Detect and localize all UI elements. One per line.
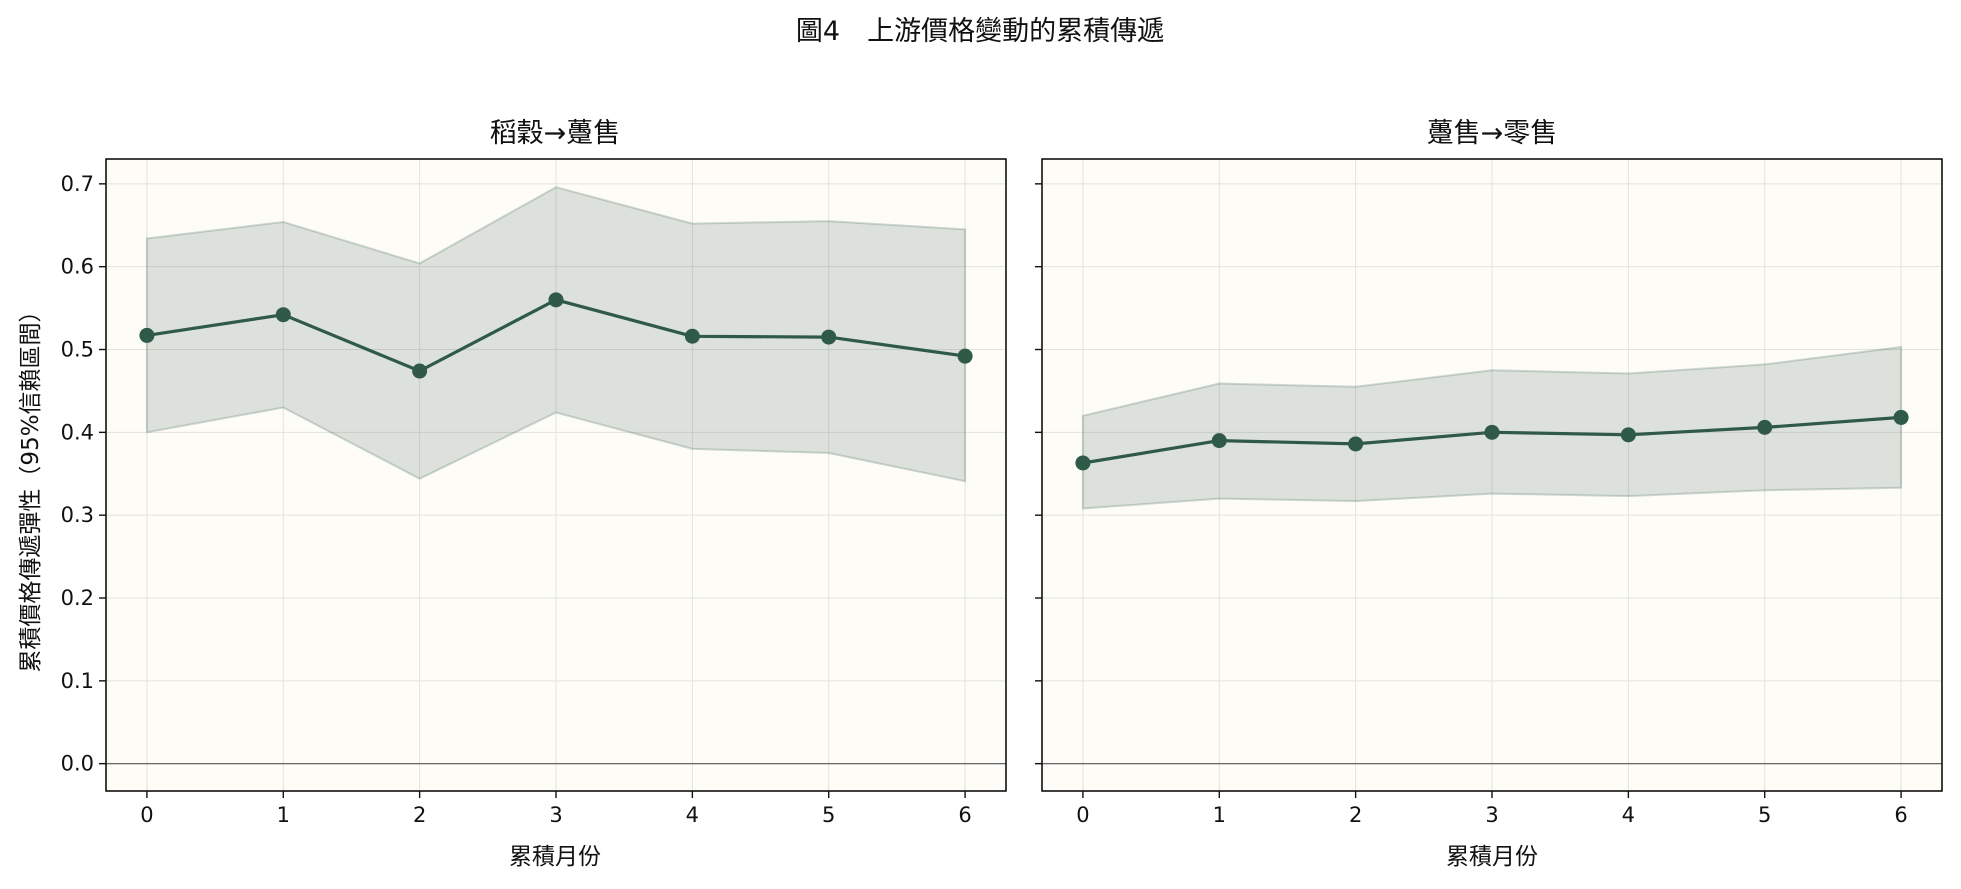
data-point (139, 327, 155, 343)
x-tick-label: 5 (1758, 803, 1771, 827)
panel-left: 稻穀→躉售 累積月份 累積價格傳遞彈性（95%信賴區間） 0 1 2 3 4 5 6 0.0 0… (18, 118, 1007, 870)
x-tick-label: 5 (822, 803, 835, 827)
data-point (821, 329, 837, 345)
x-tick-label: 6 (958, 803, 971, 827)
data-point (1075, 455, 1091, 471)
x-tick-label: 0 (1076, 803, 1089, 827)
data-point (1620, 427, 1636, 443)
y-tick-label: 0.4 (61, 420, 94, 444)
data-point (412, 363, 428, 379)
x-axis-label-left: 累積月份 (509, 844, 601, 870)
x-tick-label: 3 (1485, 803, 1498, 827)
data-point (1348, 436, 1364, 452)
data-point (548, 292, 564, 308)
x-tick-label: 3 (549, 803, 562, 827)
y-axis-label: 累積價格傳遞彈性（95%信賴區間） (18, 299, 44, 672)
data-point (1211, 433, 1227, 449)
grid (106, 159, 1006, 791)
x-tick-label: 0 (140, 803, 153, 827)
y-tick-label: 0.6 (61, 255, 94, 279)
x-axis-label-right: 累積月份 (1446, 844, 1538, 870)
x-tick-label: 4 (1622, 803, 1635, 827)
data-point (1484, 424, 1500, 440)
figure-title: 圖4 上游價格變動的累積傳遞 (796, 16, 1164, 47)
x-tick-label: 2 (413, 803, 426, 827)
confidence-band (145, 186, 967, 483)
panel-right: 躉售→零售 累積月份 0 1 2 3 4 5 6 (1035, 118, 1943, 870)
x-tick-label: 1 (277, 803, 290, 827)
y-tick-label: 0.0 (61, 752, 94, 776)
data-point (957, 348, 973, 364)
panel-title-left: 稻穀→躉售 (490, 118, 621, 149)
panel-title-right: 躉售→零售 (1427, 118, 1558, 149)
y-tick-label: 0.3 (61, 503, 94, 527)
x-tick-label: 1 (1213, 803, 1226, 827)
x-tick-label: 2 (1349, 803, 1362, 827)
y-tick-label: 0.5 (61, 338, 94, 362)
data-point (1757, 419, 1773, 435)
x-tick-label: 4 (686, 803, 699, 827)
data-point (1893, 409, 1909, 425)
y-tick-label: 0.7 (61, 172, 94, 196)
data-point (684, 328, 700, 344)
y-tick-label: 0.1 (61, 669, 94, 693)
data-point (275, 307, 291, 323)
y-tick-label: 0.2 (61, 586, 94, 610)
x-tick-label: 6 (1894, 803, 1907, 827)
grid (1042, 159, 1942, 791)
